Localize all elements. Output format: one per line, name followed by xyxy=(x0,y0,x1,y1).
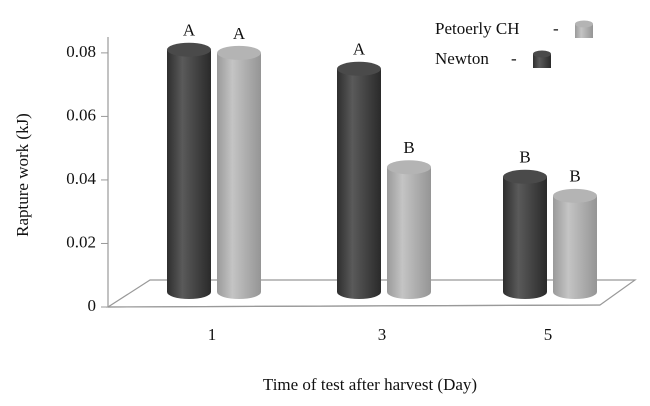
annotation: B xyxy=(403,138,414,157)
bar-part xyxy=(553,195,597,292)
x-tick-label: 5 xyxy=(544,325,553,344)
annotation: A xyxy=(183,21,196,40)
legend-swatch xyxy=(575,24,593,38)
y-tick-label: 0.02 xyxy=(66,232,96,251)
bar-part xyxy=(337,68,381,292)
bar-part xyxy=(553,188,597,203)
bar-part xyxy=(167,42,211,57)
annotation: A xyxy=(233,24,246,43)
y-tick-label: 0 xyxy=(88,296,97,315)
bar-part xyxy=(337,61,381,76)
legend-label: Petoerly CH xyxy=(435,19,520,38)
annotation: B xyxy=(569,167,580,186)
legend-swatch-top xyxy=(533,50,551,58)
bar xyxy=(217,45,261,299)
bar-part xyxy=(167,49,211,292)
annotation: A xyxy=(353,40,366,59)
bar xyxy=(503,169,547,299)
bar xyxy=(387,160,431,299)
annotation: B xyxy=(519,148,530,167)
x-axis-title: Time of test after harvest (Day) xyxy=(263,375,477,394)
bar-part xyxy=(503,169,547,184)
x-tick-label: 3 xyxy=(378,325,387,344)
bar-part xyxy=(387,160,431,175)
legend-label: Newton xyxy=(435,49,489,68)
bar-part xyxy=(387,167,431,292)
bar xyxy=(167,42,211,299)
bar xyxy=(553,188,597,299)
x-tick-label: 1 xyxy=(208,325,217,344)
x-axis xyxy=(107,304,601,308)
bar-part xyxy=(217,45,261,60)
legend-swatch-top xyxy=(575,20,593,28)
legend-dash: - xyxy=(553,19,559,38)
y-tick-label: 0.08 xyxy=(66,42,96,61)
legend-swatch xyxy=(533,54,551,68)
bar xyxy=(337,61,381,299)
bar-part xyxy=(503,176,547,292)
legend-dash: - xyxy=(511,49,517,68)
y-tick-label: 0.04 xyxy=(66,169,96,188)
bar-part xyxy=(217,52,261,292)
y-axis-title: Rapture work (kJ) xyxy=(13,113,32,237)
y-tick-label: 0.06 xyxy=(66,105,96,124)
